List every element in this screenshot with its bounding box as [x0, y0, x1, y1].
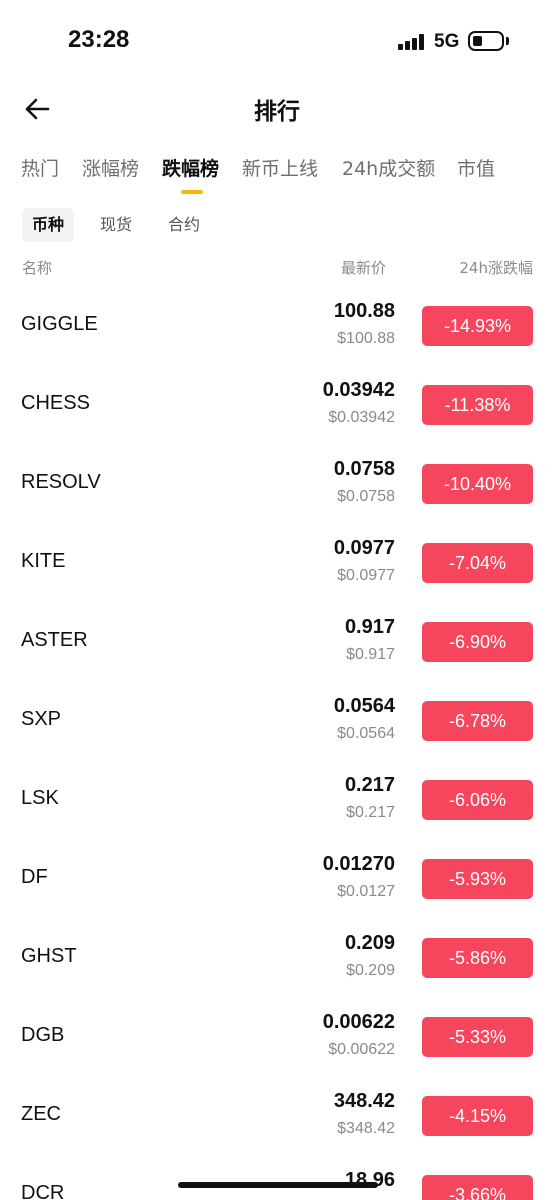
list-item[interactable]: DGB 0.00622 $0.00622 -5.33% — [0, 998, 554, 1077]
usd-price: $100.88 — [337, 330, 395, 347]
last-price: 100.88 — [333, 300, 395, 322]
coin-name: SXP — [21, 708, 62, 730]
coin-name: GIGGLE — [21, 313, 98, 335]
list-item[interactable]: GIGGLE 100.88 $100.88 -14.93% — [0, 287, 554, 366]
column-header-price: 最新价 — [340, 259, 386, 277]
coin-name: KITE — [21, 550, 66, 572]
change-badge[interactable]: -6.78% — [422, 701, 533, 741]
tab-losers[interactable]: 跌幅榜 — [162, 158, 220, 180]
coin-name: ZEC — [21, 1103, 61, 1125]
coin-name: ASTER — [21, 629, 88, 651]
network-type: 5G — [434, 31, 460, 52]
back-button[interactable] — [20, 92, 54, 126]
page-title: 排行 — [254, 99, 300, 125]
list-item[interactable]: GHST 0.209 $0.209 -5.86% — [0, 919, 554, 998]
change-badge[interactable]: -7.04% — [422, 543, 533, 583]
change-badge[interactable]: -6.06% — [422, 780, 533, 820]
status-time: 23:28 — [68, 26, 130, 53]
usd-price: $0.0127 — [337, 883, 395, 900]
coin-name: CHESS — [21, 392, 90, 414]
battery-icon — [468, 31, 504, 51]
coin-name: DF — [21, 866, 48, 888]
ranking-tabs: 热门 涨幅榜 跌幅榜 新币上线 24h成交额 市值 — [0, 150, 554, 190]
usd-price: $0.0564 — [337, 725, 395, 742]
status-bar: 23:28 5G — [0, 0, 554, 84]
last-price: 0.01270 — [322, 853, 395, 875]
change-badge[interactable]: -5.93% — [422, 859, 533, 899]
home-indicator[interactable] — [178, 1182, 378, 1188]
usd-price: $0.00622 — [328, 1041, 395, 1058]
list-item[interactable]: ASTER 0.917 $0.917 -6.90% — [0, 603, 554, 682]
list-item[interactable]: ZEC 348.42 $348.42 -4.15% — [0, 1077, 554, 1156]
header: 排行 — [0, 84, 554, 136]
coin-list: GIGGLE 100.88 $100.88 -14.93% CHESS 0.03… — [0, 287, 554, 1200]
usd-price: $0.209 — [346, 962, 395, 979]
coin-name: LSK — [21, 787, 59, 809]
last-price: 0.0758 — [333, 458, 395, 480]
usd-price: $0.0758 — [337, 488, 395, 505]
subtab-coins[interactable]: 币种 — [22, 208, 75, 242]
subtab-futures[interactable]: 合约 — [168, 215, 201, 234]
column-header-name: 名称 — [22, 259, 53, 277]
signal-strength-icon — [398, 34, 426, 50]
subtab-spot[interactable]: 现货 — [100, 215, 133, 234]
list-item[interactable]: SXP 0.0564 $0.0564 -6.78% — [0, 682, 554, 761]
change-badge[interactable]: -4.15% — [422, 1096, 533, 1136]
tab-gainers[interactable]: 涨幅榜 — [82, 158, 140, 180]
last-price: 0.0564 — [333, 695, 395, 717]
change-badge[interactable]: -14.93% — [422, 306, 533, 346]
tab-new-listings[interactable]: 新币上线 — [242, 158, 319, 180]
list-item[interactable]: DF 0.01270 $0.0127 -5.93% — [0, 840, 554, 919]
tab-market-cap[interactable]: 市值 — [457, 158, 496, 180]
column-header-change: 24h涨跌幅 — [459, 259, 533, 277]
coin-name: GHST — [21, 945, 77, 967]
last-price: 0.03942 — [322, 379, 395, 401]
last-price: 0.917 — [344, 616, 395, 638]
change-badge[interactable]: -3.66% — [422, 1175, 533, 1200]
usd-price: $0.217 — [346, 804, 395, 821]
change-badge[interactable]: -6.90% — [422, 622, 533, 662]
list-item[interactable]: DCR 18.96 -3.66% — [0, 1156, 554, 1200]
change-badge[interactable]: -5.86% — [422, 938, 533, 978]
list-item[interactable]: KITE 0.0977 $0.0977 -7.04% — [0, 524, 554, 603]
tab-24h-volume[interactable]: 24h成交额 — [342, 158, 436, 180]
last-price: 0.0977 — [333, 537, 395, 559]
last-price: 0.217 — [344, 774, 395, 796]
last-price: 0.00622 — [322, 1011, 395, 1033]
change-badge[interactable]: -5.33% — [422, 1017, 533, 1057]
list-item[interactable]: RESOLV 0.0758 $0.0758 -10.40% — [0, 445, 554, 524]
list-item[interactable]: CHESS 0.03942 $0.03942 -11.38% — [0, 366, 554, 445]
battery-tip — [506, 37, 509, 45]
coin-name: DGB — [21, 1024, 65, 1046]
change-badge[interactable]: -10.40% — [422, 464, 533, 504]
tab-hot[interactable]: 热门 — [21, 158, 60, 180]
coin-name: DCR — [21, 1182, 65, 1200]
active-tab-indicator — [181, 190, 203, 194]
last-price: 0.209 — [344, 932, 395, 954]
last-price: 348.42 — [333, 1090, 395, 1112]
usd-price: $0.03942 — [328, 409, 395, 426]
usd-price: $0.917 — [346, 646, 395, 663]
list-item[interactable]: LSK 0.217 $0.217 -6.06% — [0, 761, 554, 840]
arrow-left-icon — [25, 98, 50, 120]
change-badge[interactable]: -11.38% — [422, 385, 533, 425]
usd-price: $348.42 — [337, 1120, 395, 1137]
usd-price: $0.0977 — [337, 567, 395, 584]
last-price: 18.96 — [344, 1169, 395, 1191]
coin-name: RESOLV — [21, 471, 101, 493]
